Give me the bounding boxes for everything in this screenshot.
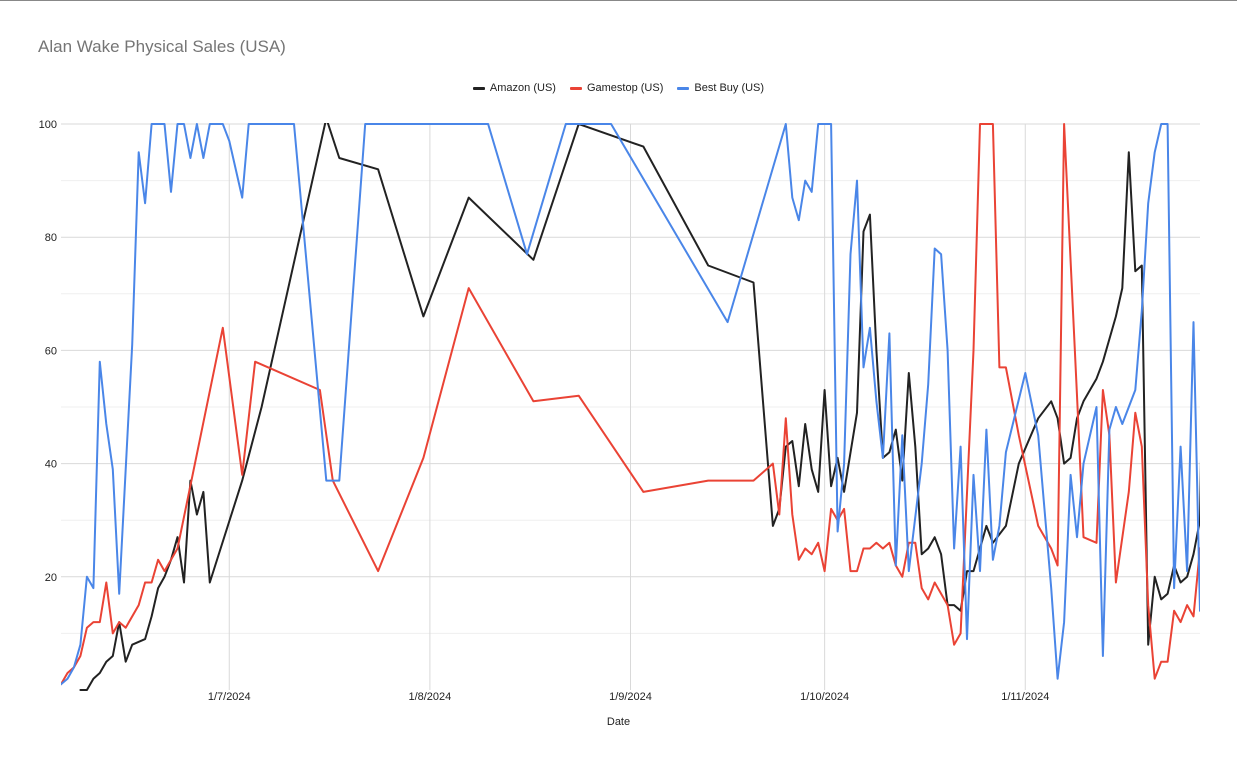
legend-item: Best Buy (US) xyxy=(677,80,764,96)
x-axis-title: Date xyxy=(606,716,631,728)
legend-swatch xyxy=(569,86,582,90)
series-line-amazon-us xyxy=(79,123,1200,691)
legend-item: Amazon (US) xyxy=(472,80,556,96)
y-tick-label: 100 xyxy=(39,119,57,131)
legend-label: Best Buy (US) xyxy=(694,82,765,94)
x-tick-label: 1/9/2024 xyxy=(609,691,652,703)
y-tick-label: 80 xyxy=(45,232,57,244)
legend-swatch xyxy=(677,86,690,90)
series-line-best-buy-us xyxy=(61,123,1200,686)
x-tick-label: 1/7/2024 xyxy=(208,691,251,703)
chart-legend: Amazon (US) Gamestop (US) Best Buy (US) xyxy=(0,80,1237,96)
chart-title: Alan Wake Physical Sales (USA) xyxy=(38,37,286,56)
x-tick-label: 1/10/2024 xyxy=(800,691,849,703)
legend-label: Gamestop (US) xyxy=(586,82,664,94)
legend-label: Amazon (US) xyxy=(489,82,556,94)
series-line-gamestop-us xyxy=(61,123,1200,686)
y-tick-label: 20 xyxy=(45,572,57,584)
y-tick-label: 40 xyxy=(45,459,57,471)
x-tick-label: 1/11/2024 xyxy=(1001,691,1049,703)
y-tick-label: 60 xyxy=(45,345,57,357)
x-tick-label: 1/8/2024 xyxy=(408,691,451,703)
legend-swatch xyxy=(472,86,485,90)
gridlines xyxy=(61,123,1200,690)
legend-item: Gamestop (US) xyxy=(569,80,664,96)
